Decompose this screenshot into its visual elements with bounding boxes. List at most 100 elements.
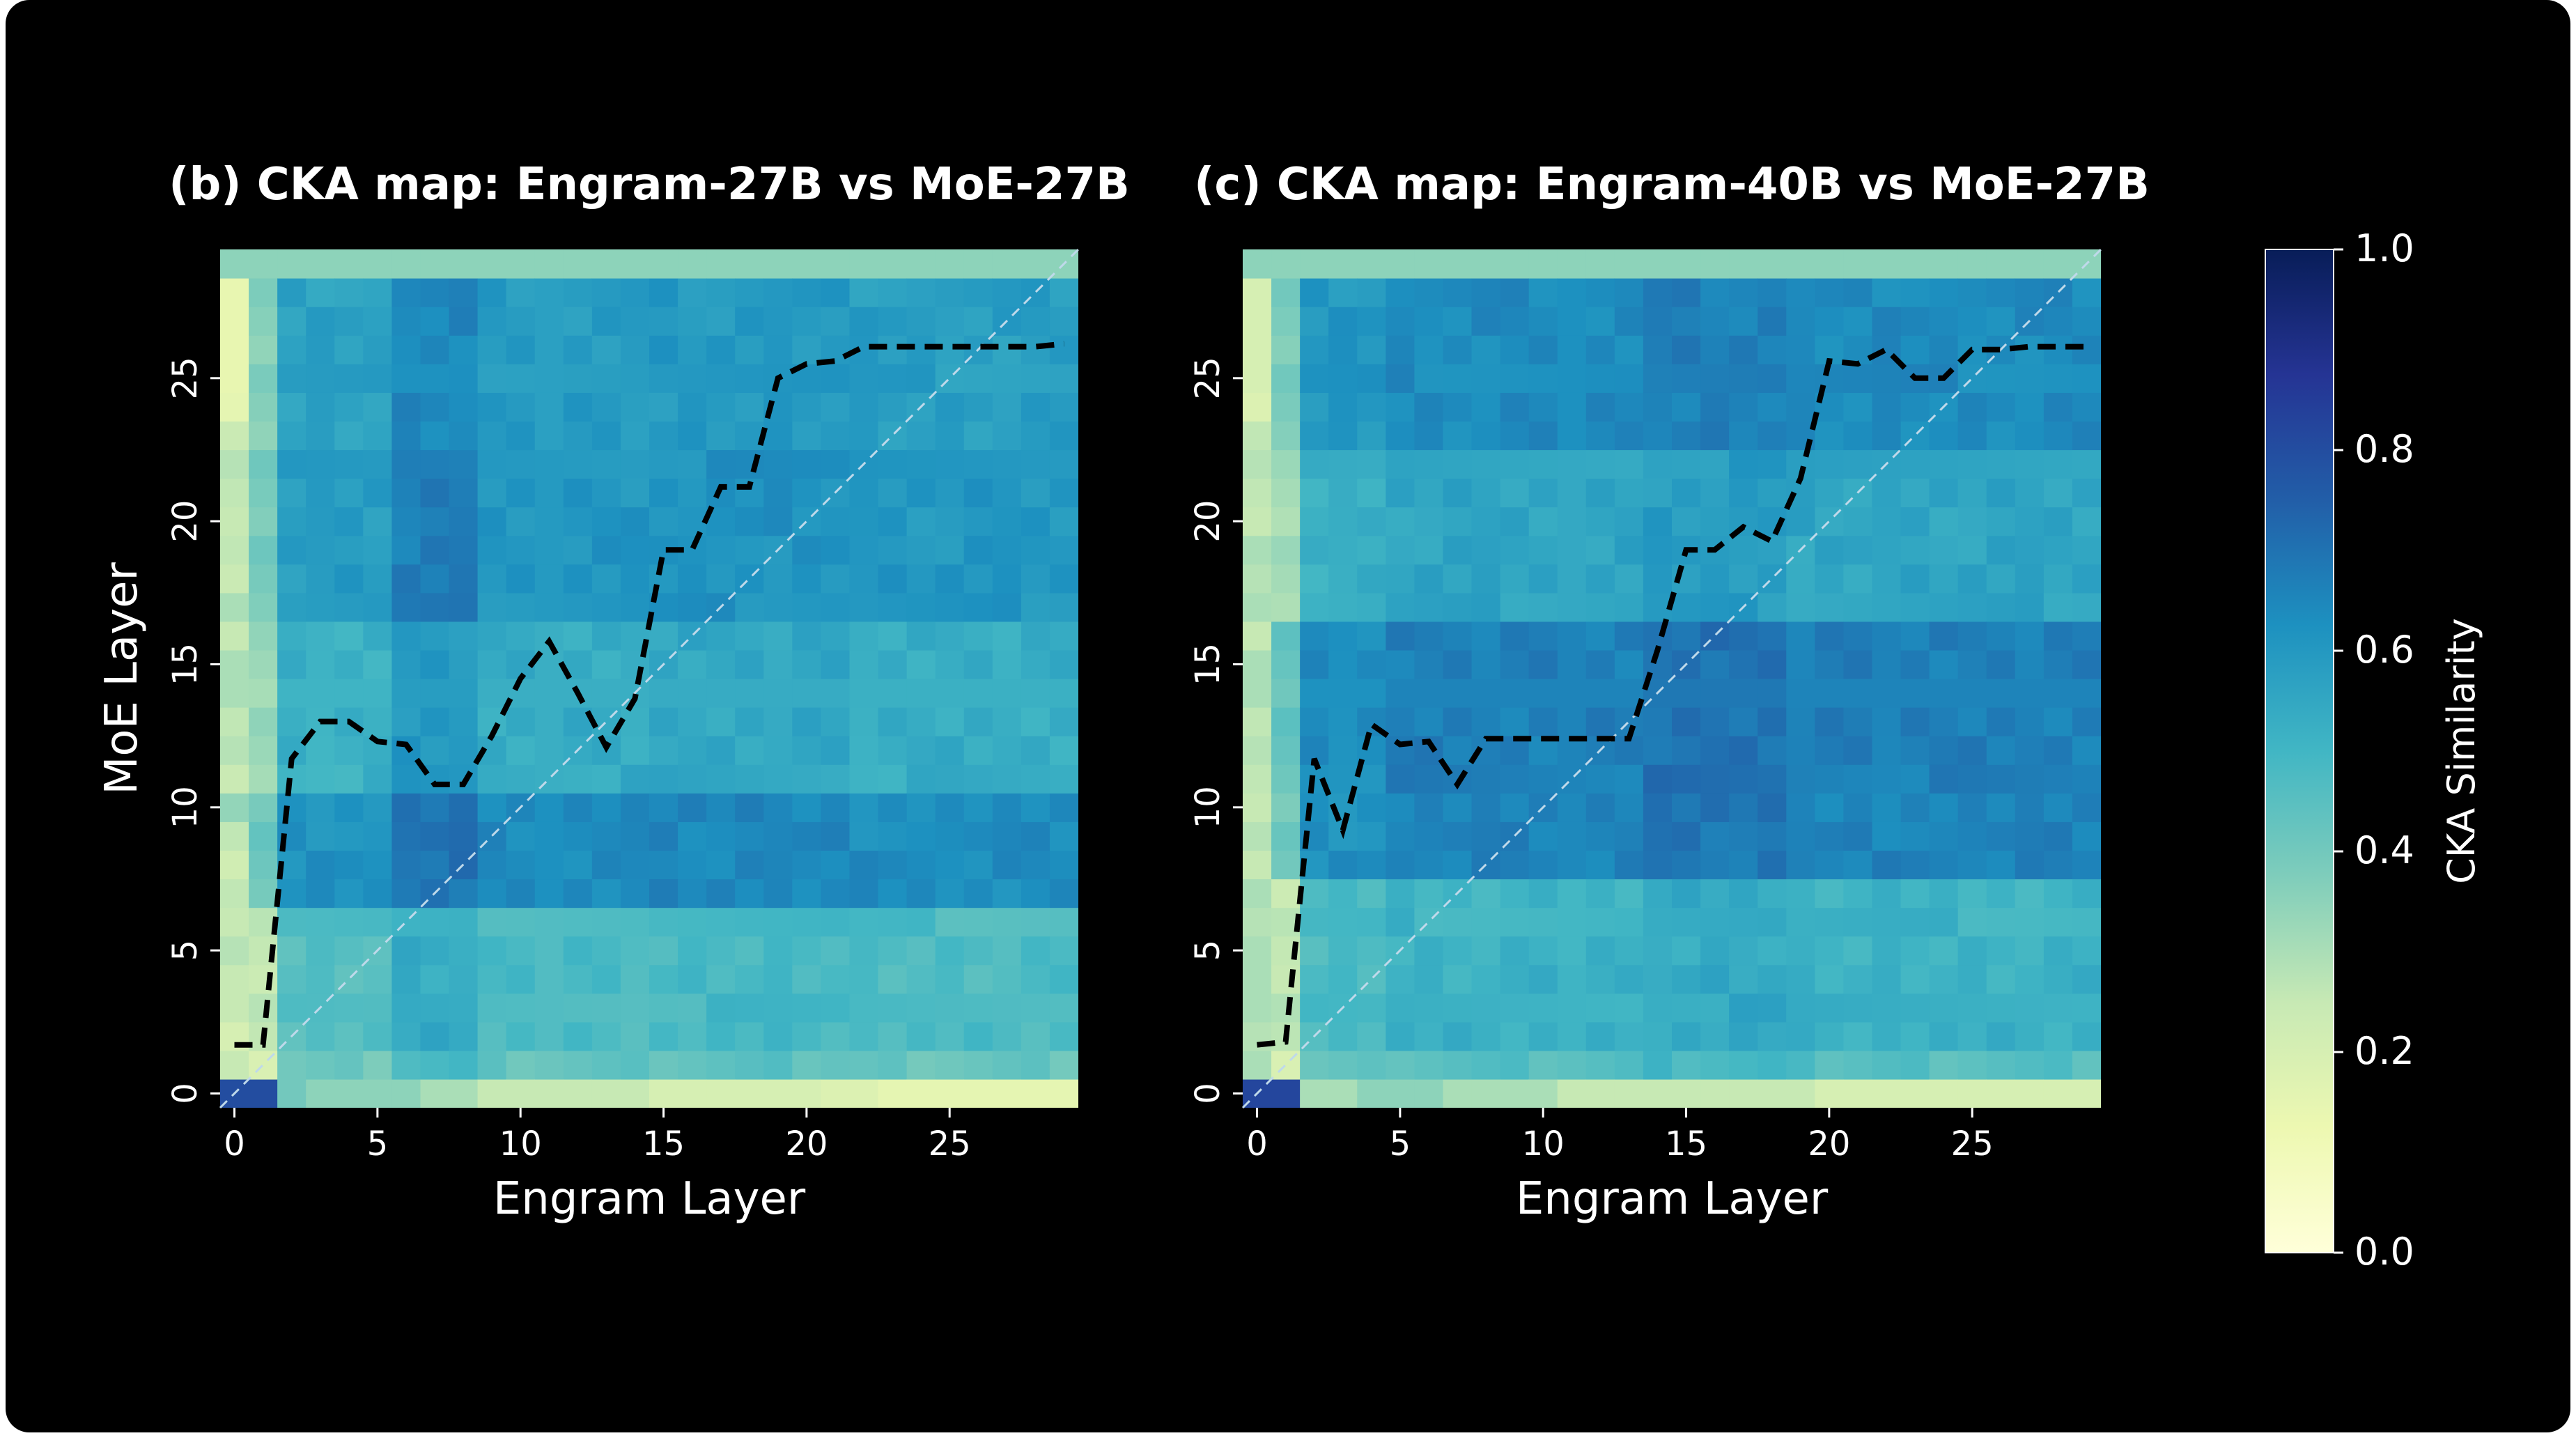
heatmap-cell — [1815, 1021, 1844, 1051]
heatmap-cell — [1271, 993, 1301, 1023]
heatmap-cell — [821, 1021, 851, 1051]
heatmap-cell — [1443, 793, 1473, 822]
heatmap-cell — [1414, 421, 1444, 451]
heatmap-cell — [1843, 507, 1873, 536]
heatmap-cell — [1049, 907, 1078, 937]
heatmap-cell — [735, 621, 764, 651]
heatmap-cell — [1672, 707, 1701, 736]
heatmap-cell — [792, 707, 821, 736]
heatmap-cell — [1049, 278, 1078, 307]
heatmap-cell — [477, 364, 507, 393]
heatmap-cell — [763, 592, 793, 622]
heatmap-cell — [1700, 392, 1730, 422]
heatmap-cell — [1758, 592, 1787, 622]
heatmap-cell — [2043, 793, 2073, 822]
heatmap-cell — [1872, 649, 1902, 679]
heatmap-cell — [1500, 421, 1530, 451]
heatmap-cell — [1271, 421, 1301, 451]
heatmap-cell — [2043, 535, 2073, 565]
heatmap-cell — [906, 421, 936, 451]
heatmap-cell — [1929, 535, 1959, 565]
heatmap-cell — [1328, 1050, 1358, 1080]
heatmap-cell — [1328, 421, 1358, 451]
heatmap-cell — [1672, 879, 1701, 909]
heatmap-cell — [1614, 478, 1644, 508]
heatmap-cell — [1414, 449, 1444, 479]
heatmap-cell — [1929, 507, 1959, 536]
heatmap-cell — [878, 535, 908, 565]
heatmap-cell — [1328, 1021, 1358, 1051]
heatmap-cell — [1443, 1078, 1473, 1108]
heatmap-cell — [1557, 335, 1587, 364]
heatmap-cell — [1700, 736, 1730, 765]
heatmap-cell — [878, 1078, 908, 1108]
heatmap-cell — [220, 307, 249, 336]
heatmap-cell — [2043, 1078, 2073, 1108]
heatmap-cell — [1729, 364, 1758, 393]
heatmap-cell — [735, 907, 764, 937]
heatmap-cell — [220, 364, 249, 393]
heatmap-cell — [1357, 564, 1386, 594]
heatmap-cell — [277, 679, 307, 708]
heatmap-cell — [1843, 936, 1873, 966]
heatmap-cell — [763, 307, 793, 336]
heatmap-cell — [1986, 307, 2016, 336]
heatmap-cell — [1700, 964, 1730, 994]
heatmap-cell — [477, 507, 507, 536]
heatmap-cell — [1929, 564, 1959, 594]
heatmap-cell — [563, 850, 593, 880]
heatmap-cell — [534, 478, 564, 508]
heatmap-cell — [1614, 964, 1644, 994]
heatmap-cell — [1271, 564, 1301, 594]
heatmap-cell — [1328, 535, 1358, 565]
heatmap-cell — [1900, 592, 1930, 622]
heatmap-cell — [620, 249, 650, 279]
heatmap-cell — [1843, 793, 1873, 822]
heatmap-cell — [1758, 335, 1787, 364]
heatmap-cell — [277, 707, 307, 736]
heatmap-cell — [906, 621, 936, 651]
heatmap-cell — [306, 907, 335, 937]
heatmap-cell — [306, 421, 335, 451]
heatmap-cell — [1843, 993, 1873, 1023]
heatmap-cell — [678, 307, 707, 336]
heatmap-cell — [1528, 507, 1558, 536]
heatmap-cell — [963, 564, 993, 594]
heatmap-cell — [763, 850, 793, 880]
heatmap-cell — [1357, 1078, 1386, 1108]
heatmap-cell — [849, 307, 879, 336]
heatmap-cell — [1929, 1021, 1959, 1051]
heatmap-cell — [1643, 364, 1673, 393]
heatmap-cell — [334, 535, 364, 565]
heatmap-cell — [391, 964, 421, 994]
heatmap-cell — [1471, 821, 1501, 851]
heatmap-cell — [1300, 1050, 1329, 1080]
heatmap-cell — [534, 421, 564, 451]
heatmap-cell — [935, 821, 965, 851]
heatmap-cell — [1585, 1078, 1615, 1108]
heatmap-cell — [1443, 278, 1473, 307]
heatmap-cell — [1528, 649, 1558, 679]
heatmap-cell — [306, 879, 335, 909]
heatmap-cell — [249, 421, 278, 451]
heatmap-cell — [1357, 793, 1386, 822]
heatmap-cell — [1900, 478, 1930, 508]
heatmap-cell — [678, 964, 707, 994]
heatmap-cell — [678, 707, 707, 736]
heatmap-cell — [334, 621, 364, 651]
heatmap-cell — [1357, 907, 1386, 937]
heatmap-cell — [1843, 335, 1873, 364]
heatmap-cell — [1700, 821, 1730, 851]
heatmap-cell — [1049, 364, 1078, 393]
heatmap-cell — [1729, 936, 1758, 966]
heatmap-cell — [1872, 364, 1902, 393]
heatmap-cell — [1021, 421, 1050, 451]
heatmap-cell — [1700, 793, 1730, 822]
heatmap-cell — [1386, 564, 1415, 594]
heatmap-cell — [420, 850, 450, 880]
heatmap-cell — [1872, 850, 1902, 880]
heatmap-cell — [849, 621, 879, 651]
heatmap-cell — [1585, 335, 1615, 364]
heatmap-cell — [1021, 907, 1050, 937]
heatmap-cell — [706, 335, 736, 364]
